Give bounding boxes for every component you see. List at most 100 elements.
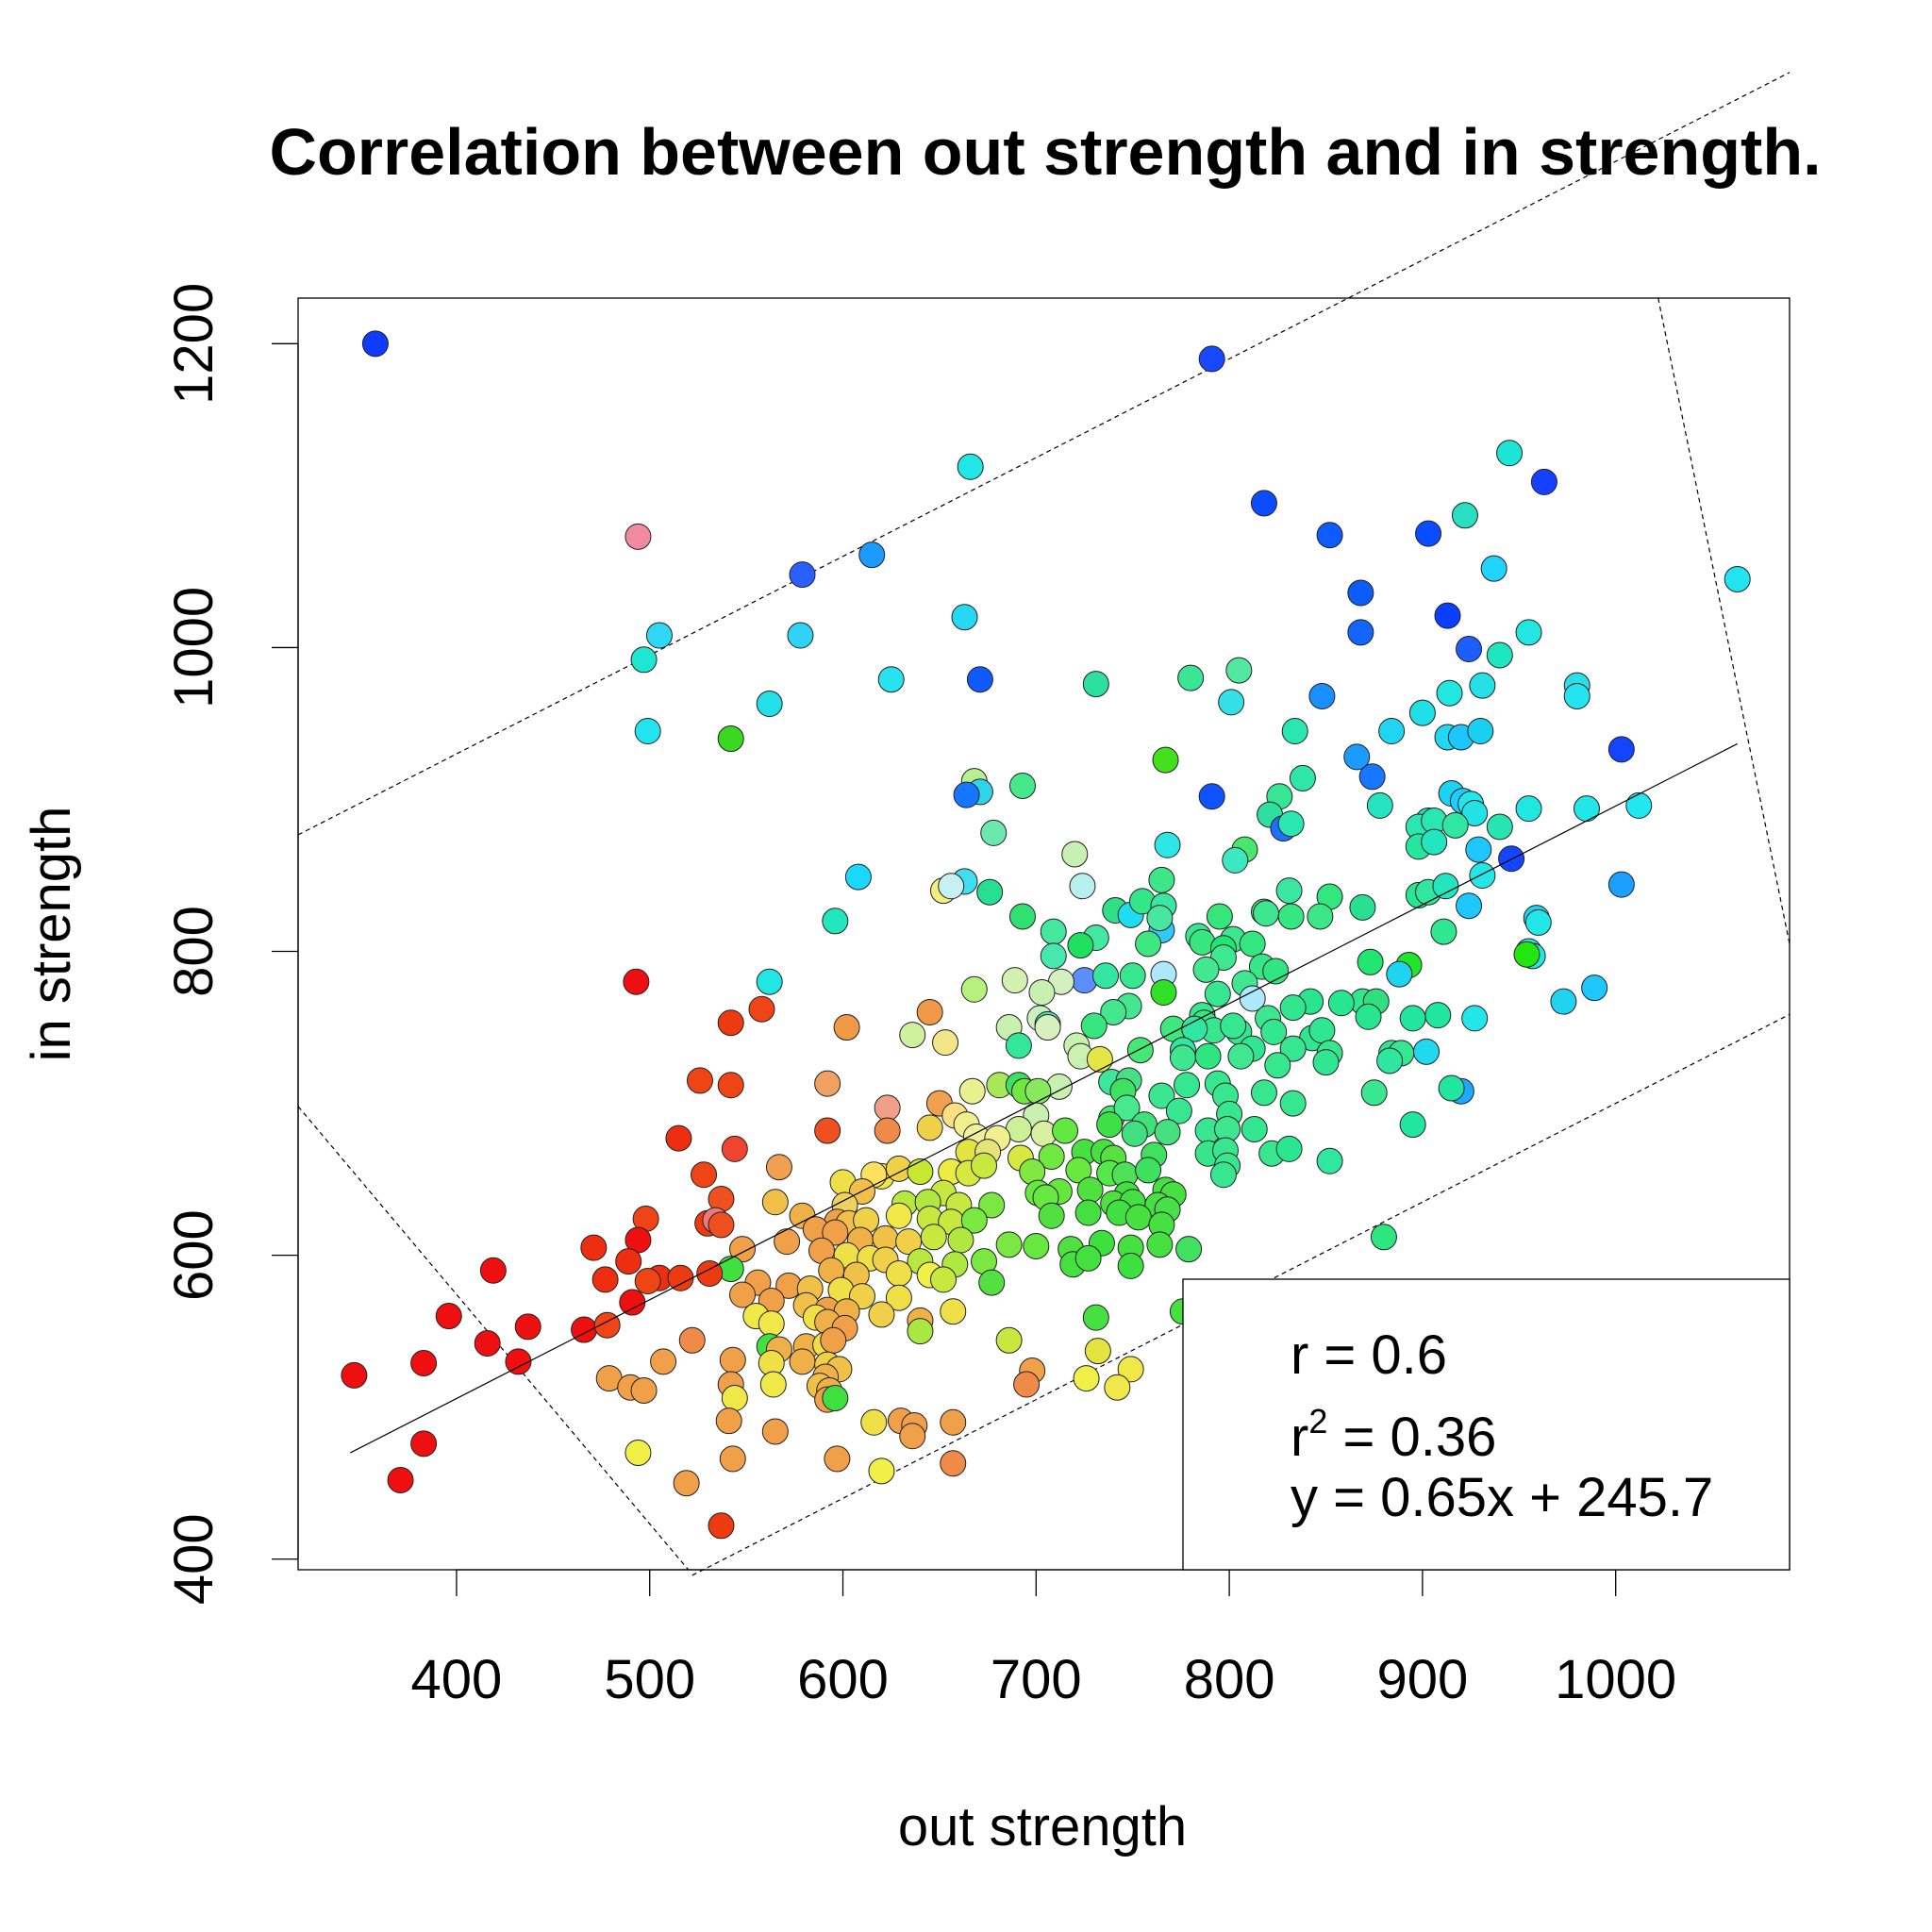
data-point	[1013, 1371, 1041, 1398]
data-point	[514, 1313, 541, 1341]
x-tick-label: 500	[604, 1649, 695, 1710]
data-point	[1347, 619, 1374, 646]
data-point	[1174, 1072, 1201, 1099]
data-point	[673, 1470, 700, 1497]
legend-r2-prefix: r	[1291, 1407, 1308, 1468]
data-point	[1250, 490, 1277, 517]
data-point	[1135, 1157, 1162, 1184]
data-point	[1607, 736, 1635, 763]
data-point	[1724, 565, 1751, 592]
data-point	[1148, 1082, 1175, 1109]
data-point	[1438, 1074, 1465, 1102]
y-axis: 400 600 800 1000 1200	[163, 283, 299, 1605]
x-tick-label: 800	[1184, 1649, 1275, 1710]
data-point	[814, 1070, 841, 1097]
data-point	[858, 541, 886, 569]
data-point	[1360, 1079, 1388, 1107]
data-point	[1469, 672, 1496, 699]
data-point	[787, 622, 814, 649]
data-point	[1073, 1365, 1100, 1392]
data-point	[1146, 905, 1174, 932]
data-point	[729, 1281, 757, 1308]
data-point	[824, 1445, 851, 1473]
x-tick-label: 600	[797, 1649, 889, 1710]
data-point	[940, 1408, 967, 1436]
data-point	[1086, 1045, 1113, 1073]
data-point	[844, 863, 872, 891]
data-point	[1607, 871, 1635, 898]
data-point	[1451, 502, 1478, 529]
perpendicular-line-left	[297, 1106, 690, 1571]
x-tick-label: 700	[991, 1649, 1082, 1710]
data-point	[1316, 1147, 1343, 1174]
data-point	[717, 1072, 744, 1099]
data-point	[479, 1257, 507, 1284]
upper-band-line	[297, 72, 1790, 836]
data-point	[960, 975, 988, 1003]
perpendicular-line-right	[1657, 297, 1790, 944]
data-point	[1181, 1015, 1208, 1042]
data-point	[708, 1211, 735, 1239]
data-point	[1104, 1374, 1131, 1401]
data-point	[1308, 682, 1336, 709]
data-point	[1034, 1014, 1061, 1041]
data-point	[761, 1189, 789, 1216]
data-point	[1222, 846, 1249, 874]
x-axis-title: out strength	[898, 1796, 1187, 1857]
data-point	[1327, 990, 1355, 1017]
data-point	[1218, 689, 1245, 716]
x-tick-label: 900	[1377, 1649, 1469, 1710]
data-point	[940, 1450, 967, 1477]
data-point	[1225, 657, 1253, 684]
data-point	[1194, 1042, 1222, 1070]
data-point	[1074, 1199, 1102, 1226]
data-point	[995, 1231, 1023, 1258]
data-point	[1275, 877, 1303, 905]
data-point	[1424, 1002, 1452, 1029]
data-point	[1408, 699, 1436, 726]
data-point	[341, 1361, 368, 1389]
data-point	[1467, 717, 1494, 744]
data-point	[1038, 1202, 1065, 1229]
data-point	[868, 1301, 895, 1328]
data-point	[1316, 522, 1343, 549]
data-point	[1040, 942, 1067, 970]
data-point	[1515, 619, 1542, 646]
data-point	[833, 1014, 860, 1041]
data-point	[1084, 1338, 1111, 1365]
data-point	[1146, 1231, 1174, 1258]
data-point	[1100, 998, 1127, 1025]
data-point	[593, 1311, 621, 1339]
data-point	[1082, 1304, 1109, 1331]
data-point	[958, 1077, 986, 1105]
data-point	[1412, 1038, 1440, 1065]
data-point	[1530, 468, 1557, 495]
data-point	[978, 1269, 1006, 1296]
data-point	[1434, 602, 1461, 629]
data-point	[820, 1326, 847, 1354]
data-point	[696, 1259, 724, 1287]
data-point	[1126, 1037, 1154, 1064]
y-tick-label: 600	[163, 1209, 225, 1301]
data-point	[1175, 1236, 1203, 1263]
data-point	[686, 1067, 713, 1094]
data-point	[899, 1423, 926, 1450]
data-point	[1008, 772, 1036, 799]
data-point	[1469, 861, 1496, 889]
y-tick-label: 1200	[163, 283, 225, 405]
stats-legend: r = 0.6 r2 = 0.36 y = 0.65x + 245.7	[1182, 1278, 1790, 1571]
data-point	[1113, 1094, 1141, 1122]
data-point	[1169, 1044, 1196, 1072]
data-point	[667, 1264, 694, 1291]
legend-r2-sup: 2	[1308, 1402, 1327, 1441]
data-point	[1124, 1204, 1152, 1231]
data-point	[877, 666, 905, 693]
data-point	[665, 1124, 692, 1152]
data-point	[814, 1117, 841, 1144]
data-point	[1456, 636, 1483, 663]
data-point	[1192, 956, 1220, 983]
data-point	[1277, 903, 1305, 930]
data-point	[721, 1135, 748, 1162]
data-point	[1198, 345, 1225, 373]
